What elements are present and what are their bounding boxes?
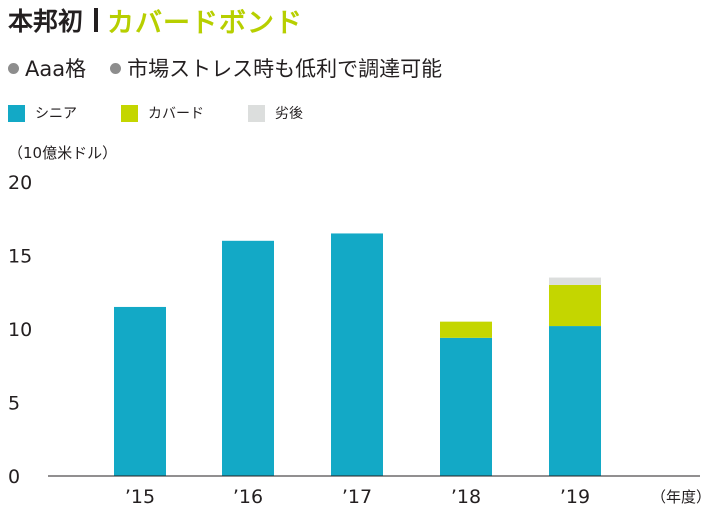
bullet-text: Aaa格: [25, 57, 87, 81]
header-highlight: カバードボンド: [107, 7, 304, 39]
legend-swatch-subordinated: [248, 104, 265, 122]
legend-label-covered: カバード: [148, 106, 204, 122]
legend-item-senior: シニア: [8, 103, 77, 123]
bar-senior: [331, 233, 383, 476]
bar-senior: [440, 337, 492, 476]
legend-swatch-senior: [8, 104, 25, 122]
bullet-item: 市場ストレス時も低利で調達可能: [110, 53, 442, 83]
y-tick-label: 15: [8, 246, 32, 268]
x-axis-unit-label: （年度）: [651, 488, 710, 506]
bullet-list: Aaa格 市場ストレス時も低利で調達可能: [8, 54, 442, 82]
y-axis-unit-label: （10億米ドル）: [8, 144, 118, 162]
x-tick-label: ’19: [560, 486, 590, 507]
bullet-dot-icon: [110, 62, 122, 74]
legend-item-covered: カバード: [121, 103, 204, 123]
x-tick-label: ’17: [342, 486, 372, 507]
x-tick-label: ’16: [233, 486, 263, 507]
legend-label-subordinated: 劣後: [275, 106, 303, 122]
bar-subordinated: [549, 277, 601, 285]
y-tick-label: 10: [8, 319, 32, 341]
chart-header: 本邦初 カバードボンド: [8, 2, 304, 39]
x-tick-label: ’15: [125, 486, 155, 507]
bullet-item: Aaa格: [8, 53, 86, 83]
bar-senior: [549, 326, 601, 476]
bar-senior: [222, 240, 274, 476]
bar-covered: [549, 284, 601, 327]
legend-label-senior: シニア: [35, 106, 77, 122]
header-prefix: 本邦初: [8, 7, 84, 36]
legend-item-subordinated: 劣後: [248, 103, 303, 123]
y-tick-label: 20: [8, 172, 32, 194]
bar-covered: [440, 321, 492, 338]
bullet-text: 市場ストレス時も低利で調達可能: [127, 57, 443, 81]
bar-senior: [114, 306, 166, 476]
y-tick-label: 5: [8, 393, 20, 415]
header-separator: [94, 8, 99, 32]
bullet-dot-icon: [8, 62, 19, 74]
chart-legend: シニア カバード 劣後: [8, 103, 347, 123]
x-tick-label: ’18: [451, 486, 481, 507]
legend-swatch-covered: [121, 104, 138, 122]
y-tick-label: 0: [8, 466, 20, 488]
